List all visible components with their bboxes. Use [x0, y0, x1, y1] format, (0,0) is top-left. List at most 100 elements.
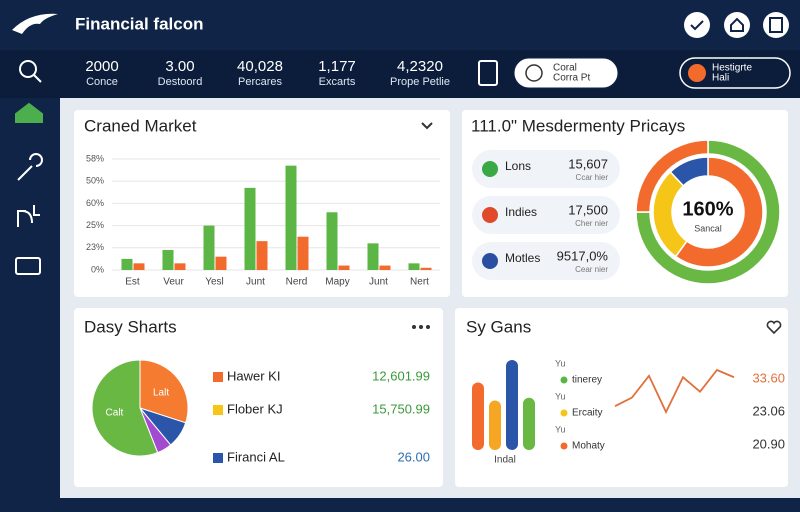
bar-label: Indal [494, 455, 516, 466]
item-icon [482, 253, 498, 269]
legend-value: 20.90 [752, 436, 785, 451]
legend-name: Mohaty [572, 441, 605, 452]
item-note: Cher nier [575, 219, 608, 228]
item-icon [482, 207, 498, 223]
button[interactable] [679, 57, 791, 89]
legend-swatch [213, 372, 223, 382]
legend-value: 26.00 [397, 449, 430, 464]
bar [506, 360, 518, 450]
top-icons [684, 12, 789, 38]
list-item[interactable] [472, 196, 620, 234]
pie-slice [139, 359, 189, 424]
bar [408, 263, 420, 270]
x-tick-label: Junt [369, 277, 388, 288]
legend-dot [560, 409, 568, 417]
donut-segment [635, 139, 709, 213]
logo [12, 13, 58, 34]
x-tick-label: Veur [163, 277, 184, 288]
stats-bar [0, 50, 800, 98]
app-title: Financial falcon [75, 14, 203, 33]
favorite-icon[interactable] [766, 320, 782, 335]
y-tick-label: 60% [86, 198, 104, 208]
search-icon[interactable] [19, 60, 37, 78]
bar [256, 241, 268, 270]
item-name: Motles [505, 251, 540, 265]
donut-hole [673, 177, 743, 247]
item-icon [482, 161, 498, 177]
tools-icon[interactable] [17, 153, 43, 181]
slice-label: Lalt [153, 387, 169, 398]
bar [174, 263, 186, 270]
bar [489, 400, 501, 450]
item-value: 9517,0% [557, 248, 609, 263]
clipboard-icon[interactable] [478, 60, 498, 86]
y-tick-label: 58% [86, 153, 104, 163]
bar [523, 397, 535, 450]
item-name: Lons [505, 159, 531, 173]
pie-slice [91, 359, 159, 457]
legend-value: 23.06 [752, 403, 785, 418]
stat-label: Prope Petlie [390, 76, 450, 88]
sidebar [15, 60, 43, 275]
bar [244, 187, 256, 270]
item-value: 15,607 [568, 156, 608, 171]
card-title: Craned Market [84, 116, 197, 135]
y-tick-label: 23% [86, 242, 104, 252]
legend-name: Flober KJ [227, 401, 283, 416]
x-tick-label: Mapy [325, 277, 349, 288]
legend-prefix: Yu [555, 424, 566, 434]
legend-value: 12,601.99 [372, 368, 430, 383]
stat-value: 1,177 [318, 58, 356, 75]
stat-label: Excarts [319, 76, 356, 88]
home-button[interactable] [724, 12, 750, 38]
stat-label: Percares [238, 76, 283, 88]
button-icon [525, 64, 543, 82]
list-item[interactable] [472, 242, 620, 280]
stat-value: 40,028 [237, 58, 283, 75]
home-icon [730, 17, 744, 32]
legend-name: Ercaity [572, 408, 603, 419]
stat-value: 2000 [85, 58, 118, 75]
legend-value: 15,750.99 [372, 401, 430, 416]
doc-button[interactable] [763, 12, 789, 38]
briefcase-icon[interactable] [15, 257, 41, 275]
stat-value: 4,2320 [397, 58, 443, 75]
more-icon[interactable] [412, 325, 430, 329]
home-nav-icon[interactable] [15, 102, 43, 123]
check-button[interactable] [684, 12, 710, 38]
bar [420, 267, 432, 270]
bar [326, 212, 338, 270]
bar [338, 265, 350, 270]
x-tick-label: Yesl [205, 277, 224, 288]
y-tick-label: 0% [91, 264, 104, 274]
card-title: Dasy Sharts [84, 317, 177, 336]
collapse-icon[interactable] [421, 122, 433, 130]
legend-value: 33.60 [752, 370, 785, 385]
check-icon [690, 20, 704, 31]
x-tick-label: Nerd [286, 277, 308, 288]
search-icon-handle [33, 74, 42, 83]
legend-dot [560, 442, 568, 450]
stat-value: 3.00 [165, 58, 194, 75]
item-note: Ccar hier [576, 173, 609, 182]
button-icon [688, 64, 706, 82]
bar [472, 382, 484, 450]
bar [379, 265, 391, 270]
bar [285, 165, 297, 270]
bar [367, 243, 379, 270]
button[interactable] [513, 57, 619, 89]
card-title: Sy Gans [466, 317, 531, 336]
button-text: Coral [553, 63, 577, 74]
flow-icon[interactable] [17, 205, 40, 227]
button-text: Hali [712, 73, 729, 84]
item-note: Cear nier [575, 265, 608, 274]
legend-name: Firanci AL [227, 449, 285, 464]
gains-card [455, 308, 788, 487]
card-title: 111.0" Mesdermenty Pricays [471, 116, 685, 135]
bar [215, 256, 227, 270]
list-item[interactable] [472, 150, 620, 188]
doc-icon [769, 17, 783, 33]
x-tick-label: Junt [246, 277, 265, 288]
bar [297, 236, 309, 270]
